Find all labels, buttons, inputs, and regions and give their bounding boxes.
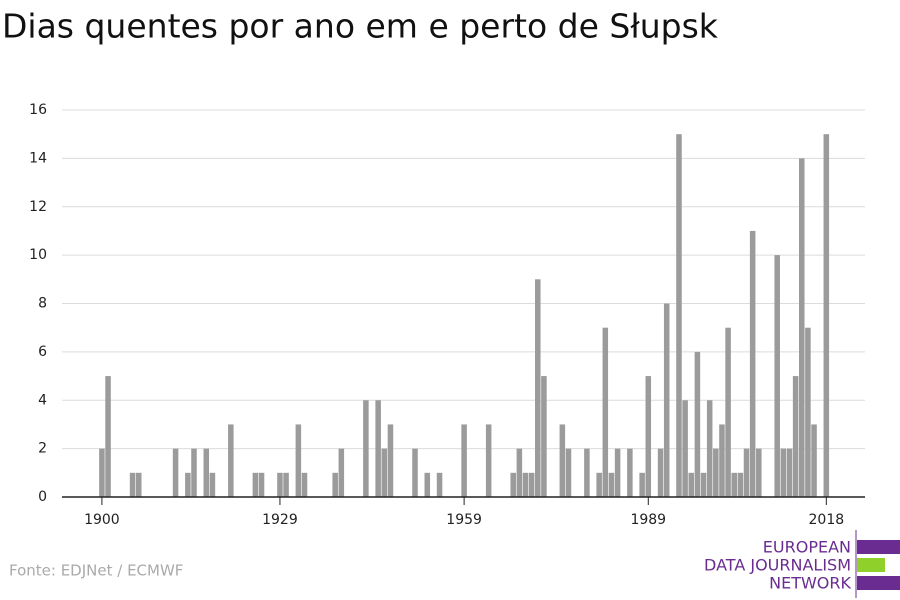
bar <box>375 400 381 497</box>
bar <box>535 279 541 497</box>
bar <box>424 472 431 497</box>
bar <box>559 424 566 497</box>
bar <box>780 448 787 497</box>
bar <box>719 424 725 497</box>
bar <box>485 424 492 497</box>
bar <box>608 472 615 497</box>
bar <box>528 472 535 497</box>
bar <box>792 376 799 497</box>
bar <box>252 472 259 497</box>
bar <box>805 327 811 497</box>
bar <box>786 448 793 497</box>
x-tick-label: 1989 <box>630 512 666 528</box>
bar <box>387 424 394 497</box>
bar <box>412 448 418 497</box>
x-tick-label: 1900 <box>84 512 120 528</box>
y-tick-label: 10 <box>29 247 47 263</box>
bar <box>639 472 645 497</box>
bar <box>436 472 443 497</box>
bar <box>381 448 388 497</box>
logo-bar <box>857 576 900 590</box>
bar <box>756 448 762 497</box>
bar <box>541 376 547 497</box>
y-tick-label: 2 <box>38 441 47 457</box>
logo-bar <box>857 558 885 572</box>
bar <box>584 448 590 497</box>
y-tick-label: 16 <box>29 102 47 118</box>
bar <box>283 472 289 497</box>
bar <box>338 448 345 497</box>
bar <box>516 448 523 497</box>
bar <box>228 424 234 497</box>
bar <box>774 255 780 497</box>
bar <box>725 327 731 497</box>
x-tick-label: 2018 <box>809 512 845 528</box>
bar <box>614 448 621 497</box>
y-tick-label: 4 <box>38 392 47 408</box>
bar <box>461 424 467 497</box>
bar <box>258 472 265 497</box>
bar <box>135 472 142 497</box>
bar <box>185 472 191 497</box>
bar <box>700 472 707 497</box>
bar <box>645 376 652 497</box>
bar <box>743 448 750 497</box>
bar <box>657 448 664 497</box>
bar <box>295 424 302 497</box>
bar <box>749 230 756 497</box>
bar <box>627 448 633 497</box>
chart-title: Dias quentes por ano em e perto de Słups… <box>2 7 719 46</box>
y-tick-label: 8 <box>38 296 47 312</box>
x-tick-label: 1959 <box>446 512 482 528</box>
bar <box>203 448 210 497</box>
bar <box>209 472 216 497</box>
bar <box>522 472 529 497</box>
bar <box>99 448 105 497</box>
bar <box>706 400 713 497</box>
bar <box>663 303 670 497</box>
bar <box>510 472 516 497</box>
bar <box>731 472 737 497</box>
logo-text: DATA JOURNALISM <box>704 556 851 575</box>
bar <box>811 424 817 497</box>
logo-text: EUROPEAN <box>763 538 851 557</box>
bar <box>363 400 369 497</box>
y-tick-label: 14 <box>29 150 47 166</box>
bar <box>682 400 688 497</box>
bar <box>737 472 744 497</box>
y-tick-label: 6 <box>38 344 47 360</box>
bar <box>332 472 338 497</box>
source: Fonte: EDJNet / ECMWF <box>9 562 183 580</box>
bar <box>602 327 609 497</box>
bar <box>105 376 111 497</box>
bar <box>823 134 830 497</box>
y-tick-label: 0 <box>38 489 47 505</box>
logo-bar <box>857 540 900 554</box>
x-tick-label: 1929 <box>262 512 298 528</box>
bar <box>565 448 572 497</box>
bar <box>676 134 682 497</box>
bar <box>277 472 283 497</box>
y-tick-label: 12 <box>29 199 47 215</box>
bar <box>129 472 136 497</box>
bar <box>799 158 805 497</box>
bar <box>688 472 695 497</box>
bar <box>191 448 197 497</box>
logo-text: NETWORK <box>769 574 851 593</box>
bar <box>713 448 719 497</box>
bar <box>694 351 701 497</box>
bar <box>172 448 179 497</box>
bar <box>596 472 602 497</box>
bar <box>301 472 308 497</box>
